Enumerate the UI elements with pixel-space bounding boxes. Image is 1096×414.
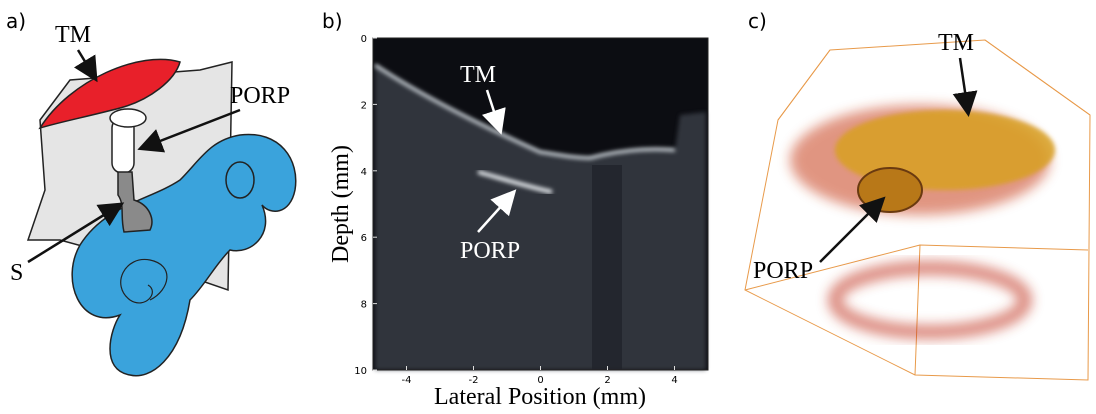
volume <box>835 268 1025 332</box>
annotation: TM <box>938 30 974 56</box>
x-tick-label: -2 <box>469 375 479 386</box>
y-tick-label: 10 <box>354 366 367 377</box>
porp-head <box>110 109 146 127</box>
arrow <box>960 58 968 112</box>
y-tick-label: 8 <box>361 300 367 311</box>
panel-label: b) <box>322 9 343 33</box>
panel-a: a) TM PORP S <box>6 9 296 376</box>
panel-b: b) TM PORP Lateral Position (mm) Depth (… <box>322 9 708 410</box>
x-tick-label: 0 <box>537 375 543 386</box>
x-tick-label: -4 <box>402 375 412 386</box>
annotation: PORP <box>230 83 290 109</box>
arrow <box>820 200 882 262</box>
y-tick-label: 2 <box>361 100 367 111</box>
figure: a) TM PORP S b) TM PORP Lateral Position… <box>0 0 1096 414</box>
y-tick-label: 6 <box>361 233 367 244</box>
annotation: PORP <box>753 258 813 284</box>
y-tick-label: 0 <box>361 34 367 45</box>
annotation: TM <box>55 22 91 48</box>
annotation: PORP <box>460 238 520 264</box>
y-axis-label: Depth (mm) <box>328 145 354 263</box>
x-tick-label: 4 <box>671 375 677 386</box>
annotation: TM <box>460 62 496 88</box>
y-tick-label: 4 <box>361 167 367 178</box>
annotation: S <box>10 260 23 286</box>
shadow <box>592 165 622 370</box>
x-axis-label: Lateral Position (mm) <box>434 384 646 410</box>
x-tick-label: 2 <box>604 375 610 386</box>
panel-label: a) <box>6 9 26 33</box>
arrow <box>78 50 95 78</box>
porp-volume <box>858 168 922 212</box>
panel-label: c) <box>748 9 767 33</box>
panel-c: c) TM PORP <box>745 9 1090 380</box>
